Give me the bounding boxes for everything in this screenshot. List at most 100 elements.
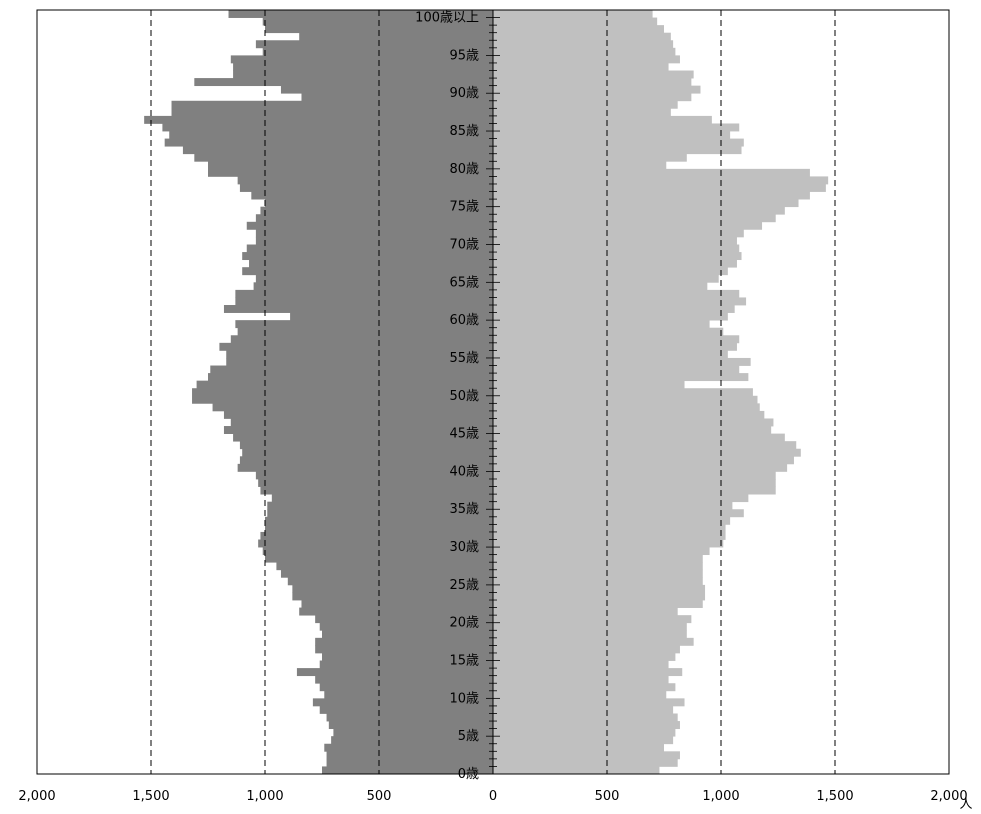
left-bar-age-84 <box>169 131 494 139</box>
left-bar-age-72 <box>246 221 493 230</box>
left-bar-age-14 <box>319 660 493 669</box>
age-label: 5歳 <box>458 729 479 744</box>
right-bar-age-51 <box>493 380 685 389</box>
right-bar-age-7 <box>493 713 678 722</box>
left-bar-age-44 <box>233 433 493 442</box>
left-bar-age-71 <box>255 229 493 238</box>
left-bar-age-0 <box>322 766 493 775</box>
right-bar-age-19 <box>493 622 687 631</box>
right-bar-age-12 <box>493 675 669 684</box>
right-bar-age-71 <box>493 229 744 238</box>
left-bar-age-1 <box>326 758 493 767</box>
right-bar-age-46 <box>493 418 774 427</box>
left-bar-age-11 <box>319 683 493 692</box>
right-bar-age-97 <box>493 32 671 41</box>
left-bar-age-83 <box>164 138 493 147</box>
right-bar-age-9 <box>493 698 685 707</box>
left-bar-age-68 <box>242 252 493 261</box>
left-bar-age-90 <box>280 85 493 94</box>
left-bar-age-93 <box>233 62 493 71</box>
left-bar-age-70 <box>255 236 493 245</box>
left-bar-age-60 <box>290 312 493 321</box>
right-bar-age-31 <box>493 531 726 540</box>
left-bar-age-7 <box>326 713 493 722</box>
left-bar-age-95 <box>262 47 493 56</box>
right-bar-age-75 <box>493 199 799 208</box>
right-bar-age-42 <box>493 448 801 457</box>
right-bar-age-45 <box>493 426 772 434</box>
left-bar-age-47 <box>223 410 493 419</box>
right-bar-age-68 <box>493 252 742 261</box>
left-bar-age-34 <box>267 509 493 518</box>
left-bar-age-99 <box>262 17 493 26</box>
right-bar-age-22 <box>493 600 703 608</box>
right-bar-age-39 <box>493 471 776 480</box>
right-bar-age-38 <box>493 478 776 487</box>
left-bar-age-87 <box>171 108 493 117</box>
right-bar-age-76 <box>493 191 810 200</box>
right-bar-age-69 <box>493 244 740 253</box>
left-bar-age-5 <box>333 728 493 737</box>
left-bar-age-66 <box>242 267 493 276</box>
x-tick-label: 1,000 <box>246 789 283 804</box>
right-bar-age-88 <box>493 100 678 109</box>
left-bar-age-79 <box>208 168 493 177</box>
right-bar-age-26 <box>493 569 703 578</box>
left-bar-age-85 <box>162 123 493 132</box>
right-bar-age-86 <box>493 115 712 124</box>
x-tick-label: 2,000 <box>18 789 55 804</box>
left-bar-age-78 <box>237 176 493 185</box>
left-bar-age-69 <box>246 244 493 253</box>
left-bar-age-52 <box>208 373 493 382</box>
left-bar-age-57 <box>230 335 494 344</box>
right-bar-age-60 <box>493 312 728 321</box>
age-label: 45歳 <box>449 427 479 442</box>
right-bar-age-82 <box>493 146 742 155</box>
left-bar-age-27 <box>276 562 493 571</box>
right-bar-age-81 <box>493 153 687 162</box>
left-bar-age-42 <box>242 448 493 457</box>
right-bar-age-79 <box>493 168 810 177</box>
left-bar-age-37 <box>260 486 493 495</box>
left-bar-age-65 <box>255 274 493 283</box>
right-bar-age-36 <box>493 494 749 503</box>
left-bar-age-81 <box>194 153 493 162</box>
right-bar-age-29 <box>493 547 710 556</box>
left-bar-age-91 <box>194 78 493 87</box>
left-bar-age-96 <box>255 40 493 49</box>
right-bar-age-91 <box>493 78 692 87</box>
left-bar-age-28 <box>265 554 493 563</box>
x-tick-label: 2,000 <box>930 789 967 804</box>
grid-lines <box>150 10 836 774</box>
right-bar-age-25 <box>493 577 703 586</box>
right-bar-age-62 <box>493 297 747 306</box>
left-bar-age-8 <box>319 705 493 714</box>
left-bar-age-23 <box>292 592 493 601</box>
left-bar-age-80 <box>208 161 493 170</box>
left-bar-age-20 <box>315 615 493 624</box>
left-bar-age-55 <box>226 350 494 359</box>
right-bar-age-95 <box>493 47 676 56</box>
right-bar-age-44 <box>493 433 785 442</box>
left-bar-age-58 <box>237 327 493 336</box>
right-bar-age-24 <box>493 584 706 593</box>
left-bar-age-9 <box>312 698 493 707</box>
left-bar-age-92 <box>233 70 493 79</box>
left-bar-age-17 <box>315 637 493 646</box>
right-bar-age-14 <box>493 660 669 669</box>
x-tick-label: 500 <box>595 789 620 804</box>
age-label: 50歳 <box>449 389 479 404</box>
right-bar-age-47 <box>493 410 765 419</box>
left-bar-age-38 <box>258 478 493 487</box>
right-bar-age-13 <box>493 668 683 677</box>
right-bar-age-61 <box>493 305 735 313</box>
right-bar-age-17 <box>493 637 694 646</box>
right-bar-age-11 <box>493 683 676 692</box>
right-bar-age-85 <box>493 123 740 132</box>
right-bar-age-23 <box>493 592 706 601</box>
right-bar-age-90 <box>493 85 701 94</box>
right-bar-age-40 <box>493 463 788 472</box>
left-bar-age-21 <box>299 607 493 616</box>
right-bar-age-94 <box>493 55 680 64</box>
left-bar-age-76 <box>251 191 493 200</box>
